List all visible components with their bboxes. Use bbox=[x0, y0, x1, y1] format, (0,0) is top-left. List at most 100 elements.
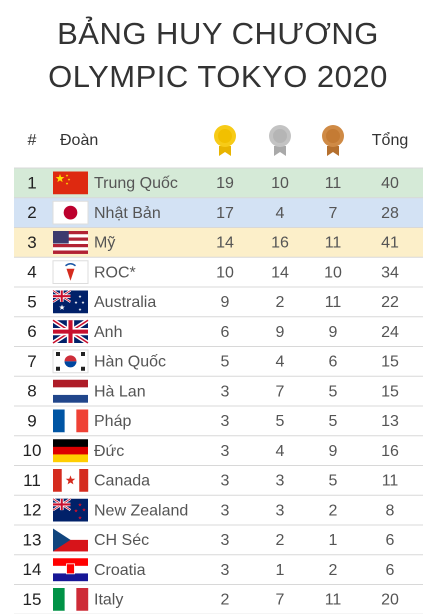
team-name: Australia bbox=[94, 294, 156, 311]
team-name: Hàn Quốc bbox=[94, 354, 166, 371]
bronze-count: 10 bbox=[324, 264, 342, 281]
flag bbox=[53, 558, 88, 582]
bronze-count: 11 bbox=[325, 294, 342, 311]
flag-part bbox=[81, 352, 85, 356]
flag-part bbox=[53, 558, 88, 567]
gold-count: 3 bbox=[221, 383, 230, 400]
flag-part bbox=[53, 240, 88, 245]
rank: 6 bbox=[27, 322, 36, 341]
flag-part bbox=[53, 539, 88, 552]
flag-star bbox=[78, 515, 82, 520]
rank: 4 bbox=[27, 263, 36, 282]
flag-part bbox=[53, 247, 88, 251]
team-name: Trung Quốc bbox=[94, 175, 178, 192]
flag-star bbox=[78, 307, 82, 311]
gold-count: 3 bbox=[221, 473, 230, 490]
gold-medal-icon bbox=[214, 125, 236, 156]
flag-star bbox=[65, 174, 69, 177]
flag-part bbox=[53, 573, 88, 582]
silver-count: 7 bbox=[276, 383, 285, 400]
team-name: Canada bbox=[94, 473, 150, 490]
bronze-count: 1 bbox=[329, 532, 338, 549]
total-count: 34 bbox=[381, 264, 399, 281]
column-header: # bbox=[28, 132, 37, 149]
flag-part bbox=[64, 355, 77, 362]
flag-part bbox=[53, 244, 88, 248]
silver-count: 4 bbox=[276, 443, 285, 460]
silver-count: 4 bbox=[276, 205, 285, 222]
flag-part bbox=[79, 469, 89, 492]
total-count: 24 bbox=[381, 324, 399, 341]
rank: 13 bbox=[23, 530, 42, 549]
silver-count: 7 bbox=[276, 592, 285, 609]
flag-part bbox=[56, 366, 60, 371]
bronze-count: 11 bbox=[325, 592, 342, 609]
flag-star bbox=[59, 304, 65, 310]
flag-part bbox=[53, 171, 88, 195]
flag-part bbox=[53, 387, 88, 396]
silver-count: 1 bbox=[276, 562, 285, 579]
flag-part bbox=[70, 469, 80, 492]
team-name: Italy bbox=[94, 592, 123, 609]
flag-star bbox=[78, 294, 82, 298]
gold-count: 3 bbox=[221, 443, 230, 460]
total-count: 15 bbox=[381, 354, 399, 371]
bronze-count: 6 bbox=[329, 354, 338, 371]
flag-part bbox=[53, 498, 71, 511]
silver-count: 2 bbox=[276, 532, 285, 549]
rank: 9 bbox=[27, 411, 36, 430]
silver-count: 5 bbox=[276, 413, 285, 430]
bronze-count: 7 bbox=[329, 205, 338, 222]
silver-count: 4 bbox=[276, 354, 285, 371]
flag-star bbox=[74, 508, 78, 513]
team-name: Đức bbox=[94, 443, 124, 460]
bronze-count: 9 bbox=[329, 324, 338, 341]
team-name: Anh bbox=[94, 324, 122, 341]
flag-part bbox=[66, 563, 75, 575]
flag-part bbox=[64, 588, 77, 611]
gold-count: 3 bbox=[221, 532, 230, 549]
flag-part bbox=[53, 469, 62, 492]
flag-part bbox=[53, 379, 88, 388]
flag-part bbox=[81, 366, 85, 371]
gold-count: 9 bbox=[221, 294, 230, 311]
rank: 11 bbox=[23, 471, 41, 490]
title: BẢNG HUY CHƯƠNG bbox=[57, 16, 379, 51]
flag-part bbox=[53, 290, 71, 302]
flag-part bbox=[53, 409, 65, 433]
flag-part bbox=[76, 588, 89, 611]
flag-part bbox=[53, 237, 88, 241]
flag-part bbox=[64, 361, 77, 368]
flag-part bbox=[53, 234, 88, 238]
flag-star bbox=[67, 178, 71, 181]
rank: 7 bbox=[27, 352, 36, 371]
rank: 1 bbox=[27, 173, 36, 192]
flag bbox=[52, 349, 89, 374]
flag-part bbox=[53, 231, 69, 244]
silver-count: 9 bbox=[276, 324, 285, 341]
team-name: CH Séc bbox=[94, 532, 149, 549]
total-count: 13 bbox=[381, 413, 399, 430]
silver-count: 16 bbox=[271, 235, 289, 252]
team-name: Pháp bbox=[94, 413, 131, 430]
team-name: Mỹ bbox=[94, 235, 115, 252]
flag bbox=[51, 318, 90, 345]
gold-count: 10 bbox=[216, 264, 234, 281]
total-count: 16 bbox=[381, 443, 399, 460]
bronze-medal-icon bbox=[322, 125, 344, 156]
silver-medal-icon bbox=[269, 125, 291, 156]
flag-part bbox=[53, 250, 88, 254]
gold-count: 3 bbox=[221, 502, 230, 519]
gold-count: 19 bbox=[216, 175, 234, 192]
flag-part bbox=[53, 439, 88, 448]
total-count: 20 bbox=[381, 592, 399, 609]
total-count: 6 bbox=[386, 532, 395, 549]
flag bbox=[53, 171, 88, 195]
flag-star bbox=[74, 300, 78, 304]
rank: 14 bbox=[23, 560, 42, 579]
silver-count: 2 bbox=[276, 294, 285, 311]
flag-part bbox=[53, 446, 88, 455]
bronze-count: 5 bbox=[329, 413, 338, 430]
silver-count: 3 bbox=[276, 502, 285, 519]
flag-star bbox=[65, 182, 69, 185]
